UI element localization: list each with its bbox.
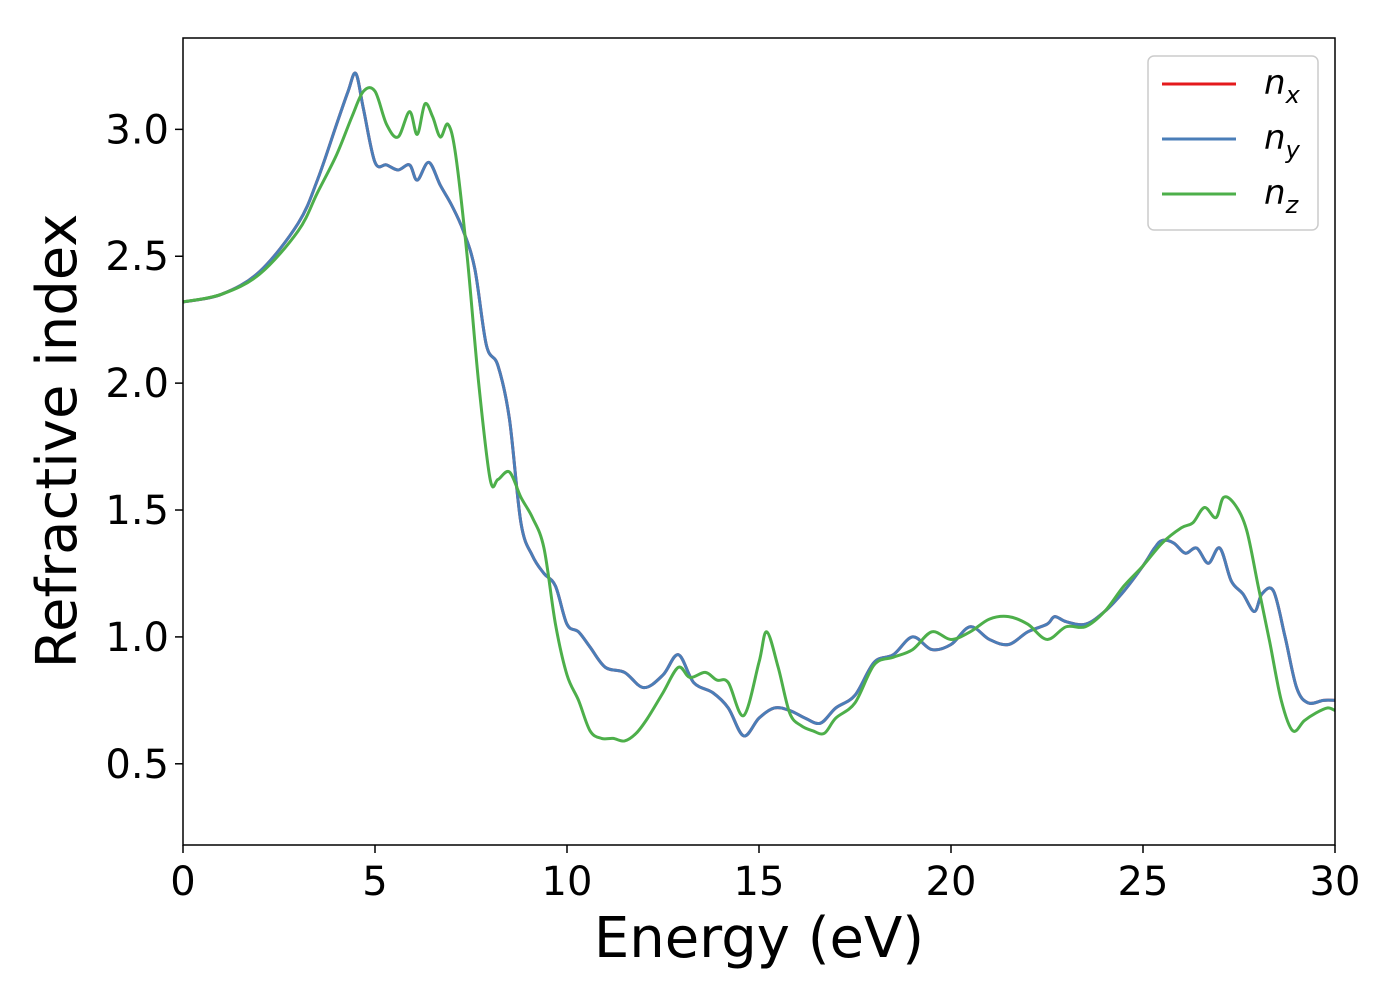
x-tick-label: 5: [362, 859, 387, 905]
legend-label-n-y: ny: [1264, 118, 1301, 164]
x-tick-label: 0: [170, 859, 195, 905]
series-line-n-z: [183, 86, 1335, 743]
y-tick-label: 3.0: [105, 107, 169, 153]
legend: nx ny nz: [1147, 55, 1319, 231]
y-tick-label: 1.0: [105, 615, 169, 661]
x-tick-label: 20: [926, 859, 977, 905]
x-tick-label: 30: [1310, 859, 1361, 905]
legend-label-n-z: nz: [1264, 173, 1300, 219]
x-tick-label: 10: [542, 859, 593, 905]
legend-label-n-x: nx: [1264, 63, 1301, 109]
x-tick-label: 15: [734, 859, 785, 905]
y-tick-label: 2.5: [105, 234, 169, 280]
legend-box: [1147, 55, 1319, 231]
y-axis-label: Refractive index: [25, 214, 90, 669]
y-tick-label: 0.5: [105, 742, 169, 788]
y-tick-label: 2.0: [105, 361, 169, 407]
x-tick-label: 25: [1118, 859, 1169, 905]
x-axis-label: Energy (eV): [594, 906, 924, 971]
y-axis-ticks: 0.5 1.0 1.5 2.0 2.5 3.0: [105, 107, 183, 788]
series-layer: [183, 71, 1335, 743]
series-line-n-y: [183, 71, 1335, 738]
y-tick-label: 1.5: [105, 488, 169, 534]
x-axis-ticks: 0 5 10 15 20 25 30: [170, 845, 1360, 905]
